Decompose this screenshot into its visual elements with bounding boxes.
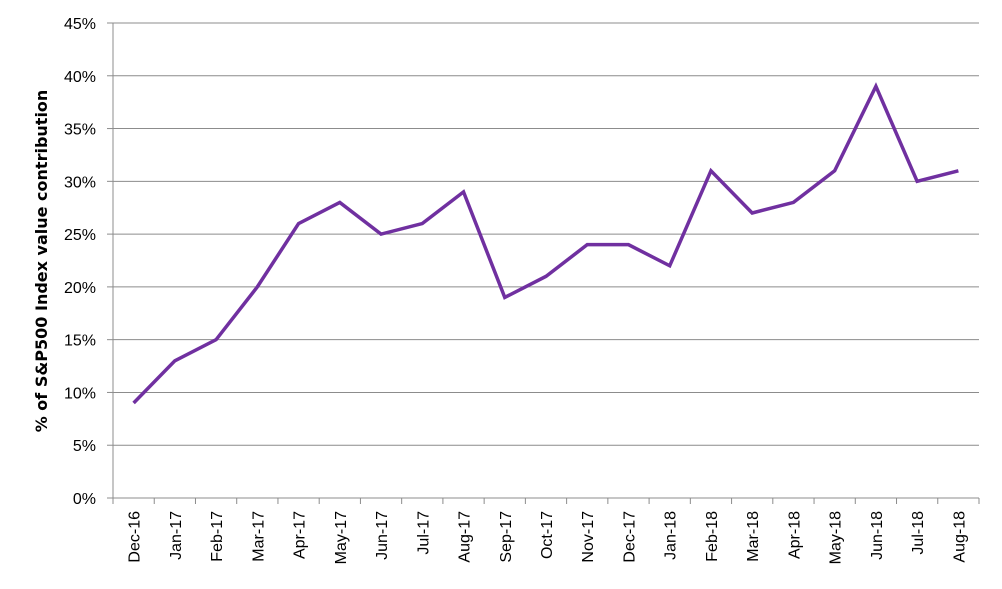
y-tick-label: 10% <box>64 385 96 402</box>
y-tick-label: 15% <box>64 333 96 350</box>
x-tick-label: Sep-17 <box>498 511 515 563</box>
x-tick-label: Jun-17 <box>374 511 391 560</box>
x-tick-label: Jul-18 <box>910 511 927 555</box>
y-tick-label: 20% <box>64 280 96 297</box>
x-tick-label: Jun-18 <box>869 511 886 560</box>
y-tick-label: 45% <box>64 16 96 33</box>
x-tick-label: Mar-17 <box>250 511 267 562</box>
grid-lines <box>113 22 979 446</box>
x-tick-label: Oct-17 <box>539 511 556 559</box>
x-tick-label: Jan-17 <box>168 511 185 560</box>
x-tick-label: Apr-17 <box>292 511 309 559</box>
x-tick-label: Jan-18 <box>663 511 680 560</box>
x-tick-label: Nov-17 <box>580 511 597 563</box>
x-tick-label: Dec-16 <box>127 511 144 563</box>
y-axis-label: % of S&P500 Index value contribution <box>32 90 51 433</box>
y-tick-label: 25% <box>64 227 96 244</box>
y-tick-label: 30% <box>64 174 96 191</box>
x-tick-label: May-18 <box>828 511 845 564</box>
x-tick-label: Dec-17 <box>621 511 638 563</box>
x-tick-label: May-17 <box>333 511 350 564</box>
y-tick-label: 35% <box>64 122 96 139</box>
x-tick-label: Feb-17 <box>209 511 226 562</box>
y-tick-label: 5% <box>73 438 96 455</box>
series-layer <box>132 82 959 405</box>
x-tick-label: Apr-18 <box>786 511 803 559</box>
x-tick-labels: Dec-16 Jan-17 Feb-17 Mar-17 Apr-17 May-17 Jun-… <box>127 511 969 564</box>
y-tick-label: 40% <box>64 69 96 86</box>
x-tick-label: Feb-18 <box>704 511 721 562</box>
x-tick-label: Aug-18 <box>951 511 968 563</box>
y-tick-labels: 0% 5% 10% 15% 20% 25% 30% 35% 40% 45% <box>64 16 96 508</box>
x-tick-label: Jul-17 <box>415 511 432 555</box>
axes <box>107 22 980 504</box>
x-tick-label: Mar-18 <box>745 511 762 562</box>
y-tick-label: 0% <box>73 491 96 508</box>
series-line <box>132 82 959 405</box>
x-tick-label: Aug-17 <box>457 511 474 563</box>
